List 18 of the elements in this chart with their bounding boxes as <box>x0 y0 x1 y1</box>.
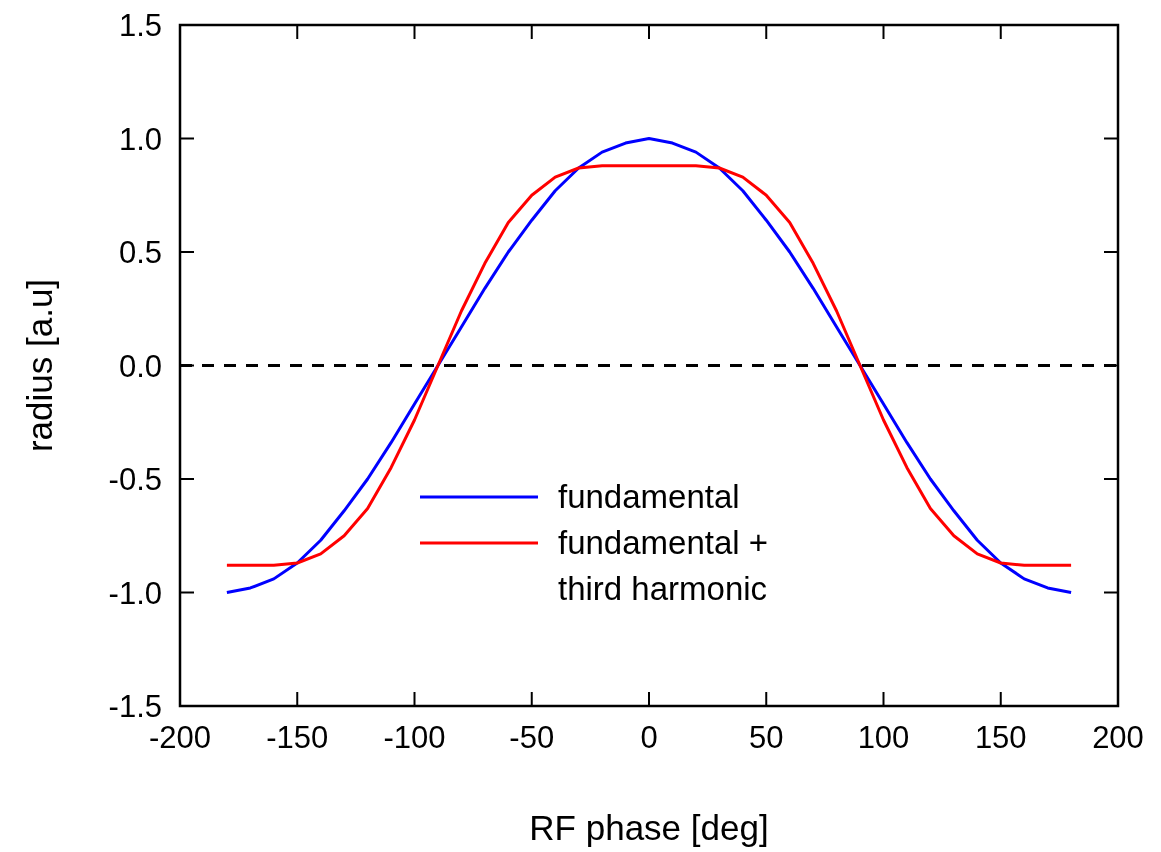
x-tick-label: 150 <box>974 720 1027 755</box>
legend-label: fundamental + third harmonic <box>558 524 769 607</box>
x-tick-label: 50 <box>749 720 784 755</box>
y-tick-label: -1.0 <box>108 575 162 611</box>
y-tick-label: -0.5 <box>108 462 162 497</box>
x-tick-label: -100 <box>383 720 446 755</box>
y-tick-label: 0.0 <box>118 348 162 384</box>
y-tick-label: 1.0 <box>118 121 162 157</box>
legend-label: fundamental <box>558 478 740 515</box>
y-tick-label: 0.5 <box>118 235 162 270</box>
x-axis-title: RF phase [deg] <box>529 808 769 847</box>
y-tick-label: 1.5 <box>118 8 162 43</box>
x-tick-label: 200 <box>1092 720 1144 755</box>
y-axis-title: radius [a.u] <box>20 278 59 453</box>
x-tick-label: 0 <box>640 720 658 755</box>
x-tick-label: -150 <box>266 720 329 755</box>
x-tick-label: 100 <box>857 720 910 755</box>
x-tick-label: -50 <box>509 720 555 755</box>
